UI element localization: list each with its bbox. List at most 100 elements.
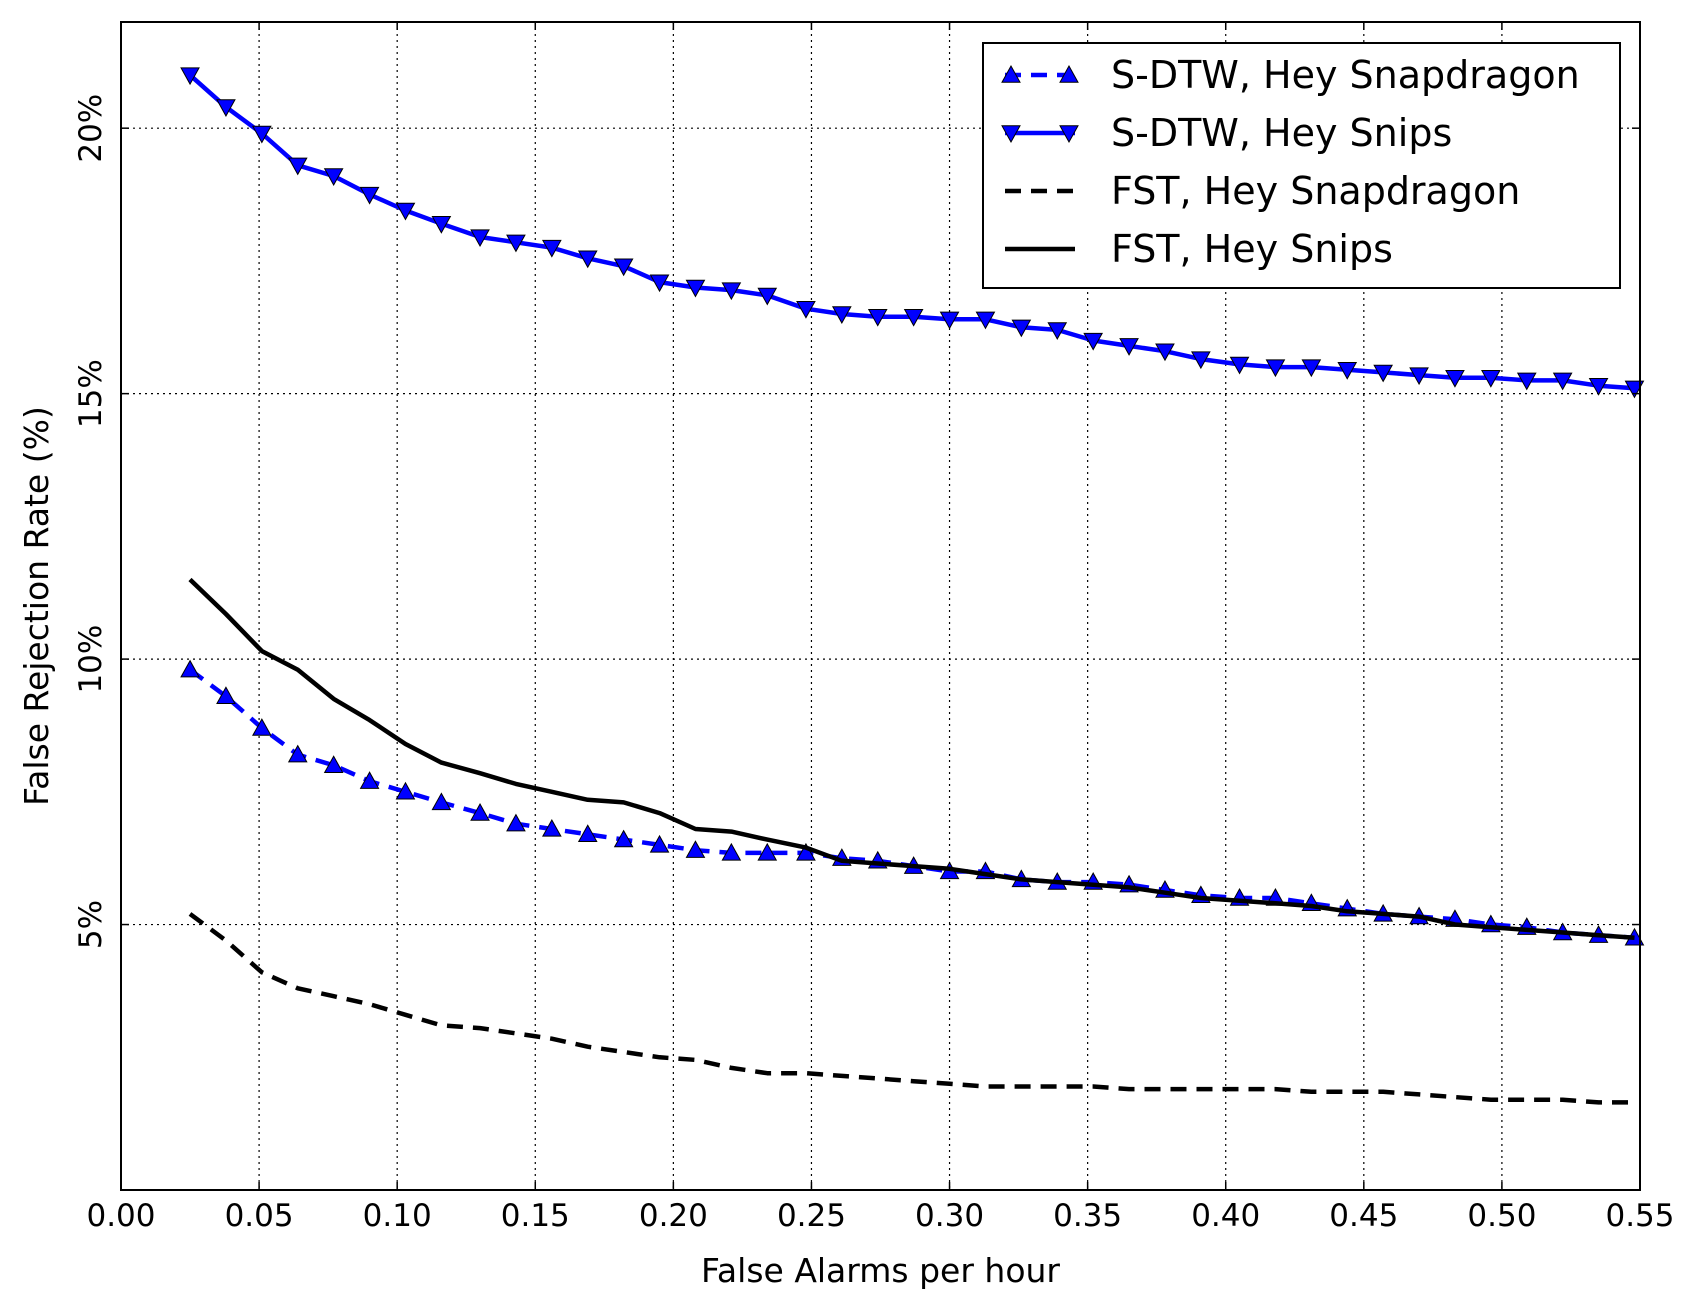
data-point <box>685 279 706 298</box>
legend-item: FST, Hey Snips <box>1005 227 1393 271</box>
data-point <box>541 818 562 837</box>
x-tick-label: 0.45 <box>1329 1198 1398 1234</box>
data-point <box>1373 364 1394 383</box>
data-point <box>252 125 272 144</box>
data-point <box>1445 370 1465 388</box>
grid <box>121 22 1640 1190</box>
y-tick-label: 10% <box>73 625 109 694</box>
data-point <box>649 274 670 293</box>
data-point <box>506 234 526 253</box>
x-tick-label: 0.25 <box>777 1198 846 1234</box>
data-point <box>613 829 634 848</box>
data-point <box>721 842 742 861</box>
data-point <box>1191 351 1211 370</box>
data-point <box>649 834 670 853</box>
data-point <box>180 659 200 678</box>
data-point <box>613 258 634 277</box>
data-point <box>506 813 526 832</box>
y-tick-label: 5% <box>73 900 109 949</box>
series-1 <box>180 67 1645 399</box>
data-point <box>252 718 272 736</box>
legend-label: FST, Hey Snapdragon <box>1111 169 1520 213</box>
legend-label: S-DTW, Hey Snips <box>1111 111 1452 155</box>
x-tick-label: 0.35 <box>1053 1198 1122 1234</box>
data-point <box>1083 332 1104 351</box>
x-tick-label: 0.50 <box>1467 1198 1536 1234</box>
x-tick-label: 0.15 <box>501 1198 570 1234</box>
data-point <box>216 99 236 117</box>
x-tick-label: 0.20 <box>639 1198 708 1234</box>
data-point <box>216 686 236 704</box>
data-point <box>796 842 816 861</box>
series-3 <box>188 577 1635 941</box>
legend-label: S-DTW, Hey Snapdragon <box>1111 53 1580 97</box>
series-2 <box>188 912 1635 1105</box>
data-point <box>431 216 452 234</box>
x-tick-label: 0.05 <box>225 1198 294 1234</box>
data-point <box>577 824 598 842</box>
legend: S-DTW, Hey Snapdragon S-DTW, Hey Snips FST… <box>982 42 1621 289</box>
data-point <box>685 840 706 858</box>
data-point <box>867 308 888 327</box>
axis-ticks: 0.00 0.05 0.10 0.15 0.20 0.25 0.30 0.35 0.40 0.45… <box>73 22 1675 1234</box>
data-point <box>395 202 416 221</box>
data-point <box>431 792 452 811</box>
legend-marker <box>1001 125 1021 144</box>
data-point <box>1047 322 1068 340</box>
data-point <box>757 842 778 861</box>
plot-frame <box>120 21 1641 1191</box>
data-point <box>470 803 490 821</box>
series-line <box>188 577 1635 941</box>
series-line <box>188 912 1635 1105</box>
x-tick-label: 0.55 <box>1605 1198 1674 1234</box>
data-point <box>1481 370 1501 388</box>
data-point <box>287 744 308 763</box>
data-point <box>1516 372 1537 391</box>
data-point <box>1409 367 1429 386</box>
data-point <box>1119 338 1139 356</box>
legend-label: FST, Hey Snips <box>1111 227 1393 271</box>
data-point <box>1265 359 1286 378</box>
data-point <box>1588 377 1609 396</box>
legend-item: FST, Hey Snapdragon <box>1005 169 1520 213</box>
data-point <box>323 755 344 773</box>
data-point <box>975 311 996 330</box>
series-group <box>180 67 1645 1105</box>
data-point <box>470 229 490 248</box>
data-point <box>1624 380 1645 399</box>
y-axis-label: False Rejection Rate (%) <box>17 406 56 806</box>
data-point <box>831 306 852 325</box>
data-point <box>395 781 416 800</box>
x-tick-label: 0.00 <box>86 1198 155 1234</box>
x-axis-label: False Alarms per hour <box>701 1251 1060 1290</box>
data-point <box>796 300 816 319</box>
data-point <box>323 168 344 186</box>
data-point <box>1337 362 1358 380</box>
data-point <box>541 239 562 258</box>
legend-marker <box>1001 64 1021 83</box>
y-tick-label: 15% <box>73 359 109 428</box>
legend-box <box>982 42 1621 289</box>
data-point <box>359 771 380 789</box>
legend-item: S-DTW, Hey Snapdragon <box>1001 53 1580 97</box>
data-point <box>1155 343 1175 362</box>
data-point <box>1011 319 1032 338</box>
data-point <box>287 157 308 176</box>
data-point <box>577 250 598 269</box>
legend-marker <box>1059 64 1079 83</box>
data-point <box>903 308 924 327</box>
data-point <box>1301 359 1322 378</box>
data-point <box>1552 372 1573 391</box>
legend-marker <box>1059 125 1079 144</box>
data-point <box>180 67 200 86</box>
data-point <box>721 282 742 301</box>
legend-item: S-DTW, Hey Snips <box>1001 111 1452 155</box>
x-tick-label: 0.40 <box>1191 1198 1260 1234</box>
data-point <box>1229 356 1250 375</box>
data-point <box>757 287 778 306</box>
y-tick-label: 20% <box>73 94 109 163</box>
x-tick-label: 0.30 <box>915 1198 984 1234</box>
x-tick-label: 0.10 <box>363 1198 432 1234</box>
data-point <box>359 186 380 205</box>
